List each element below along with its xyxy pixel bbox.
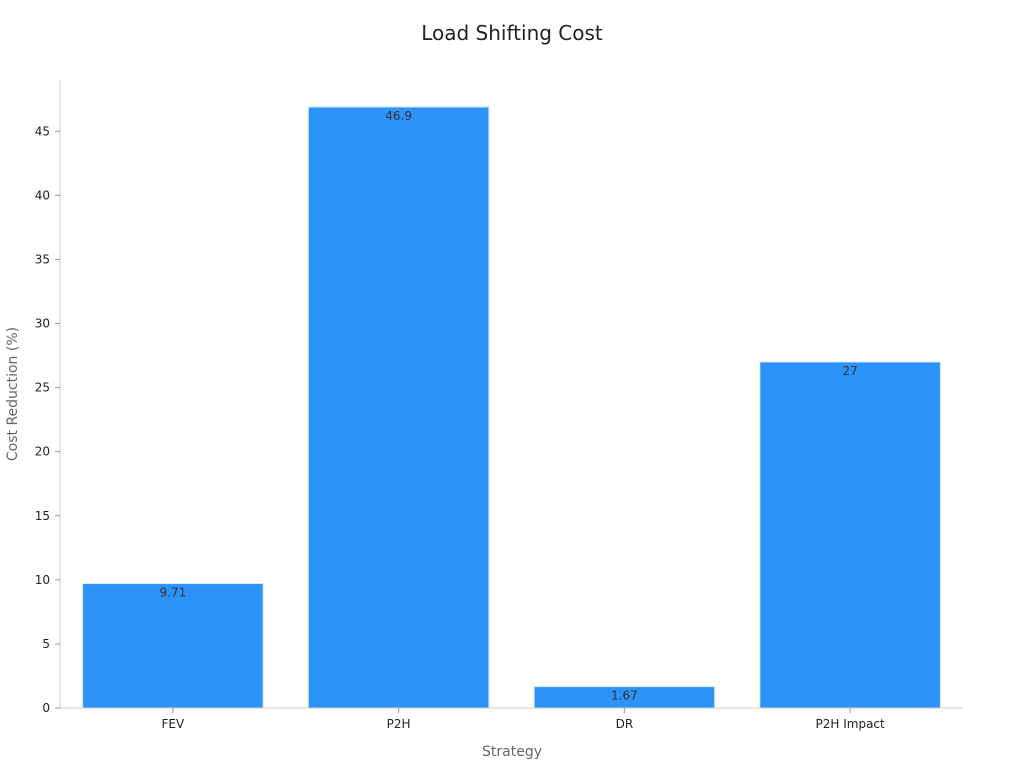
chart-title: Load Shifting Cost xyxy=(421,21,603,45)
y-tick-label: 30 xyxy=(35,317,50,331)
data-labels-group: 9.71 46.9 1.67 27 xyxy=(160,109,858,703)
data-label: 9.71 xyxy=(160,586,187,600)
bar-fev xyxy=(82,583,264,709)
y-tick-label: 20 xyxy=(35,445,50,459)
y-tick-label: 40 xyxy=(35,188,50,202)
x-axis-ticks: FEV P2H DR P2H Impact xyxy=(162,708,885,731)
data-label: 1.67 xyxy=(611,689,638,703)
y-tick-label: 25 xyxy=(35,381,50,395)
y-tick-label: 0 xyxy=(42,701,50,715)
data-label: 27 xyxy=(842,364,857,378)
y-tick-label: 35 xyxy=(35,252,50,266)
bar-p2h xyxy=(307,106,490,709)
bars-group xyxy=(82,106,941,709)
y-axis-label: Cost Reduction (%) xyxy=(5,327,21,461)
y-tick-label: 5 xyxy=(42,637,50,651)
x-tick-label: P2H xyxy=(387,717,411,731)
x-tick-label: FEV xyxy=(162,717,185,731)
plot-area: 9.71 46.9 1.67 27 0 5 10 15 20 25 30 35 40 45 FEV P2H… xyxy=(35,80,963,731)
y-tick-label: 45 xyxy=(35,124,50,138)
y-tick-label: 10 xyxy=(35,573,50,587)
x-tick-label: DR xyxy=(616,717,634,731)
y-tick-label: 15 xyxy=(35,509,50,523)
data-label: 46.9 xyxy=(385,109,412,123)
x-axis-label: Strategy xyxy=(482,744,542,760)
bar-p2h-impact xyxy=(759,361,941,709)
y-axis-ticks: 0 5 10 15 20 25 30 35 40 45 xyxy=(35,124,60,715)
x-tick-label: P2H Impact xyxy=(816,717,886,731)
